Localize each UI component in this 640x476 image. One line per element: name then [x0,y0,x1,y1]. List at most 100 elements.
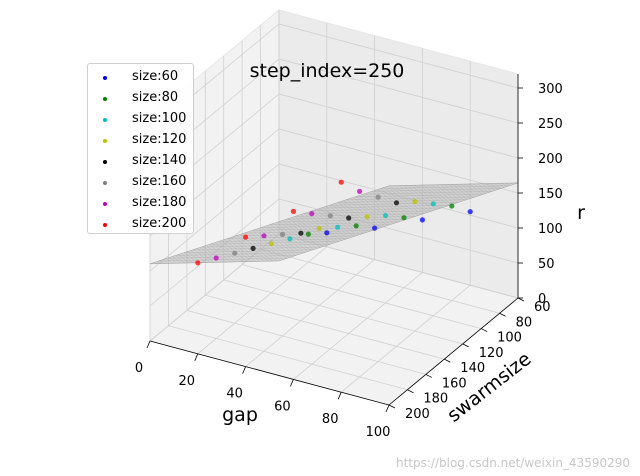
legend-entry: size:200 [88,215,193,236]
surface-mesh-line [278,218,408,223]
legend-entry: size:140 [88,152,193,173]
data-point [243,234,249,240]
z-tick-label: 300 [538,82,563,97]
data-point [353,223,359,229]
surface-mesh-line [209,184,449,263]
legend-entry: size:80 [88,89,193,110]
chart-title: step_index=250 [250,60,405,82]
surface-mesh-line [163,185,403,264]
y-axis-line [388,297,519,406]
data-point [338,179,344,185]
data-point [309,211,315,217]
z-axis-label: r [577,202,585,224]
legend-label: size:100 [132,111,187,126]
y-tick-label: 140 [460,361,485,376]
legend-label: size:160 [132,174,187,189]
data-point [305,231,311,237]
legend-entry: size:120 [88,131,193,152]
surface-mesh-line [195,184,436,264]
legend-marker [103,76,107,80]
data-point [287,236,293,242]
y-tick-mark [388,404,396,409]
surface-mesh-line [346,196,476,201]
surface-mesh-line [168,185,408,264]
data-point [372,225,378,231]
surface-mesh-line [337,199,467,203]
surface-mesh-line [303,210,433,214]
x-axis-line [149,340,390,406]
tick-labels: 0204060801006080100120140160180200050100… [135,82,563,440]
surface-mesh-line [191,184,431,264]
y-tick-mark [407,389,414,394]
surface-mesh-line [312,207,442,212]
y-tick-mark [517,297,525,302]
x-tick-label: 80 [322,412,339,427]
data-point [261,233,267,239]
y-tick-mark [499,312,506,317]
surface-mesh-line [205,184,445,263]
data-point [250,245,256,251]
data-point [232,250,238,256]
legend-marker [103,118,107,122]
data-point [346,215,352,221]
grid-line-r [149,233,519,342]
legend-label: size:200 [132,216,187,231]
surface-mesh-line [149,185,390,265]
z-tick-label: 200 [538,152,563,167]
legend-marker [103,160,107,164]
grid-line-r [149,163,519,272]
surface-mesh-line [380,185,510,189]
legend-entry: size:180 [88,194,193,215]
axis-lines [149,74,519,406]
data-point [316,225,322,232]
x-tick-mark [242,366,246,374]
x-tick-label: 0 [135,361,143,376]
surface-mesh-line [186,184,426,264]
data-point [324,230,330,236]
surface-mesh-line [388,182,519,187]
z-tick-label: 250 [538,117,563,132]
data-point [213,255,219,261]
surface-mesh-line [172,185,413,264]
y-tick-label: 60 [534,300,551,315]
surface-mesh-line [154,185,394,264]
x-tick-mark [337,392,342,400]
data-point [401,215,407,221]
surface-mesh-line [295,213,425,217]
legend-marker [103,139,107,143]
y-tick-label: 180 [423,392,448,407]
legend-label: size:140 [132,153,187,168]
legend: size:60 size:80 size:100 size:120 size:140 si… [87,63,194,234]
data-point [449,203,455,209]
legend-label: size:180 [132,195,187,210]
x-tick-label: 60 [274,399,291,414]
data-point [279,231,286,238]
z-tick-label: 0 [538,292,546,307]
data-point [290,208,296,214]
z-tick-label: 150 [538,187,563,202]
data-point [298,230,304,236]
legend-label: size:80 [132,90,179,105]
surface-mesh-line [363,191,493,195]
data-point [364,214,370,220]
surface-mesh-line [320,204,450,209]
data-point [412,199,418,205]
legend-marker [103,223,107,227]
data-point [327,213,333,219]
x-tick-mark [146,340,151,349]
grid-line-r [149,198,519,307]
y-tick-mark [444,358,451,363]
legend-label: size:120 [132,132,187,147]
watermark: https://blog.csdn.net/weixin_43590290 [395,456,630,470]
data-point [467,209,473,215]
legend-entry: size:160 [88,173,193,194]
x-tick-label: 20 [179,374,196,389]
surface-mesh-line [200,184,440,263]
data-point [430,201,436,207]
y-tick-label: 200 [405,407,430,422]
legend-entry: size:100 [88,110,193,131]
legend-marker [103,202,107,206]
y-tick-mark [462,343,469,348]
legend-marker [103,97,107,101]
data-point [195,260,201,266]
